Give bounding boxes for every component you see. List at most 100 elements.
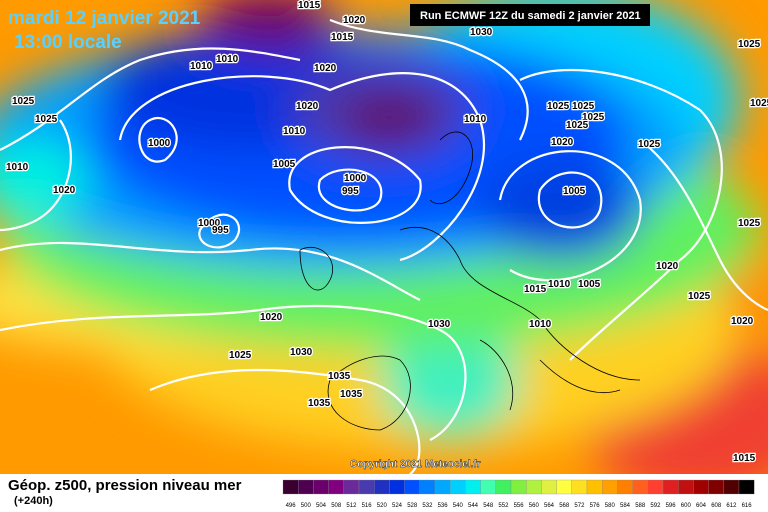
colorbar-label: 556 [514,503,525,509]
colorbar-swatch [541,479,557,495]
colorbar-swatch [556,479,572,495]
isobar-label: 1020 [656,261,679,272]
isobar-label: 1005 [578,279,601,290]
isobar-label: 1000 [344,173,367,184]
colorbar-label: 600 [681,503,692,509]
colorbar-swatch [282,479,299,495]
colorbar-label: 500 [301,503,312,509]
colorbar-swatch [465,479,481,495]
colorbar-label: 584 [620,503,631,509]
isobar-label: 1010 [529,319,552,330]
isobar-label: 1020 [296,101,319,112]
isobar-label: 1010 [283,126,306,137]
colorbar-swatch [328,479,344,495]
colorbar-swatch [708,479,724,495]
isobar-label: 1030 [290,347,313,358]
isobar-label: 1020 [314,63,337,74]
isobar-label: 1025 [750,98,768,109]
isobar-label: 995 [212,225,229,236]
isobar-label: 1020 [343,15,366,26]
isobar-label: 1025 [638,139,661,150]
copyright: Copyright 2021 Meteociel.fr [350,459,481,470]
isobar-label: 1020 [260,312,283,323]
colorbar-swatch [374,479,390,495]
colorbar-swatch [495,479,512,495]
colorbar-label: 540 [453,503,464,509]
isobar-label: 1025 [547,101,570,112]
isobar-label: 1025 [35,114,58,125]
colorbar-label: 524 [392,503,403,509]
colorbar-swatch [298,479,314,495]
colorbar-swatch [510,479,527,495]
isobar-label: 1025 [738,39,761,50]
isobar-label: 1010 [464,114,487,125]
colorbar-label: 560 [529,503,540,509]
colorbar-label: 576 [590,503,601,509]
isobar-label: 1025 [572,101,595,112]
colorbar-label: 568 [559,503,570,509]
colorbar-swatch [480,479,496,495]
colorbar-label: 552 [498,503,509,509]
colorbar-swatch [313,479,329,495]
colorbar-label: 616 [742,503,753,509]
colorbar-swatch [647,479,664,495]
colorbar-label: 516 [362,503,373,509]
coastlines [299,131,641,431]
run: Run ECMWF 12Z du samedi 2 janvier 2021 [420,10,641,22]
colorbar-swatch [723,479,740,495]
colorbar-label: 548 [483,503,494,509]
colorbar-label: 592 [650,503,661,509]
colorbar-label: 572 [574,503,585,509]
colorbar-label: 496 [286,503,297,509]
colorbar-label: 604 [696,503,707,509]
colorbar-swatch [632,479,648,495]
footer-title: Géop. z500, pression niveau mer [8,477,242,494]
isobar-label: 1020 [53,185,76,196]
isobar-label: 1035 [308,398,331,409]
date: mardi 12 janvier 2021 [8,8,201,29]
colorbar-swatch [662,479,679,495]
isobar-label: 995 [342,186,359,197]
colorbar-swatch [693,479,709,495]
isobar-label: 1000 [148,138,171,149]
colorbar-label: 536 [438,503,449,509]
isobar-label: 1025 [738,218,761,229]
colorbar-swatch [526,479,542,495]
colorbar-label: 512 [346,503,357,509]
isobar-label: 1015 [524,284,547,295]
colorbar-label: 612 [726,503,737,509]
colorbar-swatch [738,479,755,495]
isobar-label: 1015 [733,453,756,464]
colorbar-swatch [617,479,633,495]
colorbar-label: 528 [407,503,418,509]
colorbar-label: 508 [331,503,342,509]
colorbar-swatch [358,479,375,495]
colorbar-swatch [404,479,420,495]
isobar-label: 1015 [298,0,321,11]
isobar-label: 1025 [688,291,711,302]
colorbar-label: 588 [635,503,646,509]
isobar-label: 1025 [229,350,252,361]
isobar-label: 1035 [340,389,363,400]
isobar-label: 1010 [548,279,571,290]
isobar-label: 1020 [731,316,754,327]
colorbar-swatch [586,479,603,495]
isobar-label: 1025 [12,96,35,107]
colorbar-swatch [571,479,588,495]
field [0,0,768,474]
colorbar-swatch [678,479,694,495]
colorbar-swatch [343,479,360,495]
colorbar-label: 504 [316,503,327,509]
colorbar-label: 532 [422,503,433,509]
colorbar-label: 596 [666,503,677,509]
isobar-label: 1000 [198,218,221,229]
colorbar-swatch [419,479,436,495]
isobar-label: 1025 [566,120,589,131]
colorbar-label: 580 [605,503,616,509]
isobar-label: 1005 [563,186,586,197]
colorbar-swatch [434,479,451,495]
run-box [410,4,650,26]
time: 13:00 locale [14,32,122,53]
